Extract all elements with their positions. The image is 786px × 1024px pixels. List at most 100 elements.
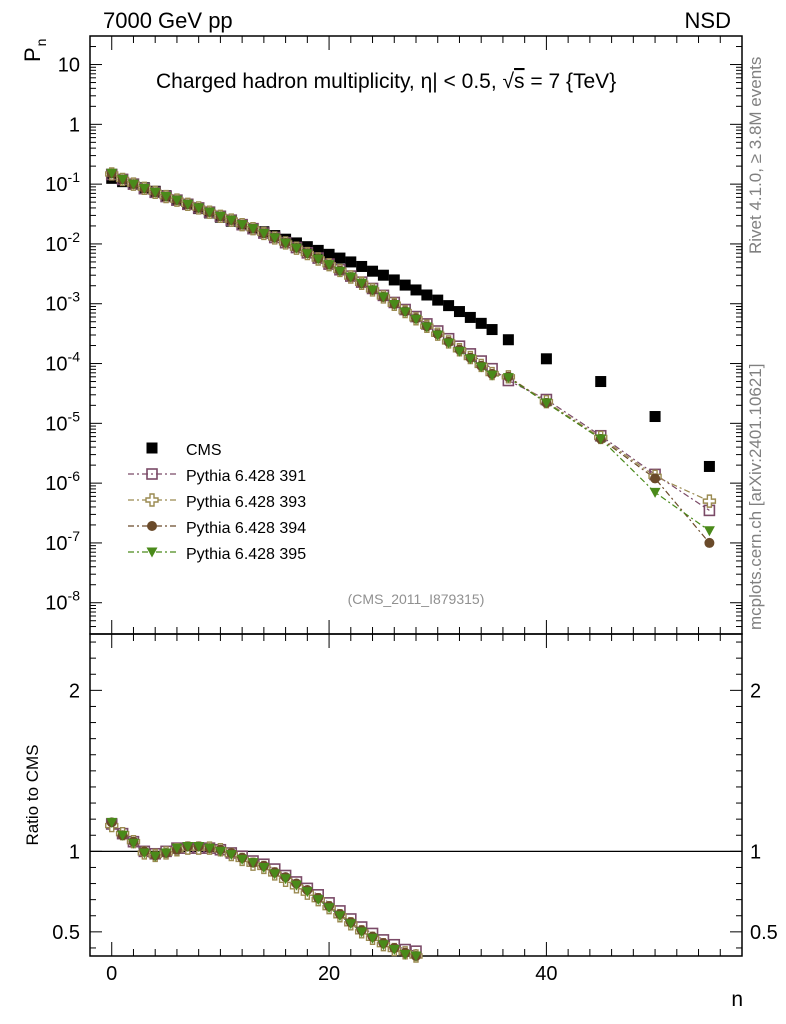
tick-exp: -4 — [68, 349, 81, 365]
tick-base: 10 — [45, 413, 67, 435]
main-point-p393 — [702, 494, 717, 508]
main-point-p395 — [443, 338, 455, 349]
ratio-point-p395 — [377, 940, 389, 951]
title-part-pre: Charged hadron multiplicity, — [156, 70, 421, 93]
main-point-p395 — [502, 373, 514, 384]
legend-item-pythia-393: Pythia 6.428 393 — [128, 493, 306, 511]
y-label-p: P — [20, 47, 45, 62]
main-point-p395 — [193, 203, 205, 214]
x-tick-label: 40 — [535, 963, 557, 985]
main-point-p395 — [269, 233, 281, 244]
tick-base: 10 — [45, 533, 67, 555]
main-point-cms — [367, 265, 379, 277]
ratio-point-p395 — [258, 862, 270, 873]
main-point-cms — [323, 248, 335, 260]
legend-item-pythia-394: Pythia 6.428 394 — [128, 520, 306, 537]
main-point-p395 — [117, 174, 129, 185]
x-tick-label: 0 — [106, 963, 117, 985]
main-point-p394 — [650, 473, 661, 484]
main-point-p395 — [377, 292, 389, 303]
title-part-post: = 7 {TeV} — [525, 70, 617, 93]
tick-exp: -7 — [68, 528, 81, 544]
title-s: s — [514, 70, 525, 93]
main-point-p395 — [486, 370, 498, 381]
ratio-y-tick-label-right: 1 — [750, 841, 761, 863]
tick-exp: -2 — [68, 229, 81, 245]
main-y-tick-label: 10-4 — [45, 349, 80, 376]
mcplots-side-label: mcplots.cern.ch [arXiv:2401.10621] — [746, 364, 765, 630]
main-point-p395 — [367, 285, 379, 296]
main-y-axis-label: Pn — [20, 39, 49, 62]
main-point-p395 — [182, 199, 194, 210]
ratio-y-tick-label-right: 2 — [750, 680, 761, 702]
main-point-p395 — [138, 183, 150, 194]
ratio-y-tick-label: 2 — [69, 680, 80, 702]
ratio-point-p395 — [280, 874, 292, 885]
ratio-point-p395 — [356, 927, 368, 938]
main-y-tick-label: 10-6 — [45, 468, 80, 495]
ratio-point-p395 — [236, 854, 248, 865]
tick-exp: -8 — [68, 588, 81, 604]
main-point-p395 — [214, 211, 226, 222]
main-series-line-p395 — [111, 172, 710, 532]
main-point-cms — [421, 289, 433, 301]
main-point-cms — [356, 260, 368, 272]
ratio-point-p395 — [138, 848, 150, 859]
main-y-tick-label: 10-7 — [45, 528, 80, 555]
main-y-tick-label: 10-2 — [45, 229, 80, 256]
legend-item-pythia-395: Pythia 6.428 395 — [128, 546, 306, 563]
tick-exp: -5 — [68, 408, 81, 424]
legend: CMS Pythia 6.428 391 Pythia 6.428 393 Py… — [128, 442, 306, 563]
legend-label-pythia-395: Pythia 6.428 395 — [186, 546, 306, 563]
main-point-cms — [410, 284, 422, 296]
main-point-p395 — [399, 307, 411, 318]
main-point-p394 — [704, 537, 715, 548]
main-y-tick-label: 10-3 — [45, 289, 80, 316]
main-point-p395 — [106, 168, 118, 179]
tick-exp: -1 — [68, 169, 81, 185]
main-point-cms — [502, 334, 514, 346]
ratio-point-p395 — [345, 919, 357, 930]
tick-base: 10 — [45, 234, 67, 256]
ratio-point-p395 — [214, 846, 226, 857]
legend-symbol-p391 — [146, 468, 158, 480]
main-point-cms — [540, 353, 552, 365]
legend-symbol-p394 — [147, 521, 157, 531]
main-point-p395 — [312, 254, 324, 265]
main-point-p395 — [421, 322, 433, 333]
ratio-point-p395 — [312, 895, 324, 906]
legend-marker-pythia-395 — [128, 547, 176, 558]
main-point-cms — [312, 244, 324, 256]
main-point-cms — [649, 411, 661, 423]
main-point-cms — [464, 311, 476, 323]
ratio-point-p395 — [247, 858, 259, 869]
legend-label-pythia-394: Pythia 6.428 394 — [186, 520, 306, 537]
main-point-cms — [703, 460, 715, 472]
main-point-p395 — [475, 362, 487, 373]
legend-symbol-cms — [146, 442, 158, 454]
main-point-p395 — [225, 215, 237, 226]
main-point-cms — [595, 376, 607, 388]
main-point-p395 — [453, 346, 465, 357]
ratio-point-p395 — [127, 838, 139, 849]
ratio-point-p395 — [388, 945, 400, 956]
ratio-point-p395 — [225, 850, 237, 861]
main-point-p395 — [540, 398, 552, 409]
main-y-tick-label: 10 — [58, 55, 80, 77]
markers-layer — [105, 167, 717, 963]
legend-label-pythia-391: Pythia 6.428 391 — [186, 468, 306, 485]
tick-base: 10 — [45, 174, 67, 196]
legend-item-cms: CMS — [146, 442, 222, 459]
main-point-p395 — [204, 207, 216, 218]
main-point-p395 — [280, 238, 292, 249]
legend-marker-pythia-394 — [128, 521, 176, 531]
main-point-p395 — [464, 354, 476, 365]
main-point-p395 — [388, 300, 400, 311]
ratio-point-p395 — [367, 933, 379, 944]
ratio-plot-frame — [89, 633, 743, 957]
ratio-point-p395 — [171, 843, 183, 854]
header-right: NSD — [685, 8, 731, 33]
main-point-cms — [334, 252, 346, 264]
